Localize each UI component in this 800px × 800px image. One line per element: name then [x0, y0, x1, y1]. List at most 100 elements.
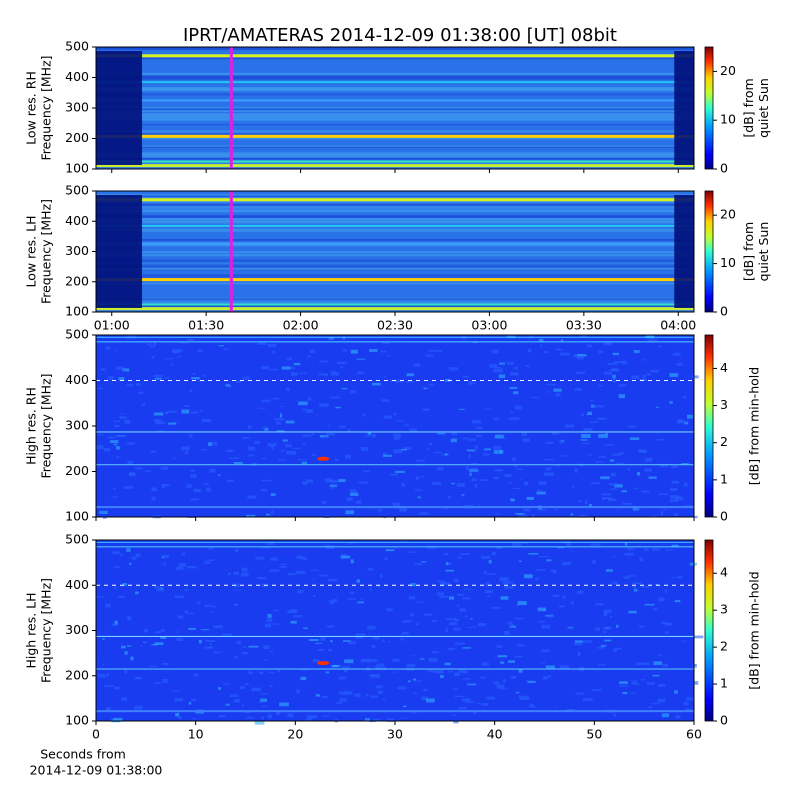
- spectrogram-texture: [574, 388, 582, 391]
- spectrogram-texture: [314, 642, 322, 644]
- spectrogram-texture: [171, 363, 174, 366]
- spectrogram-texture: [364, 718, 371, 721]
- spectrogram-texture: [344, 659, 354, 664]
- spectrogram-texture: [204, 604, 211, 607]
- spectrogram-texture: [386, 608, 393, 612]
- spectrogram-texture: [175, 631, 180, 633]
- spectrogram-texture: [540, 344, 543, 347]
- spectrogram-texture: [601, 604, 604, 606]
- spectrogram-texture: [347, 641, 356, 645]
- spectrogram-texture: [190, 718, 197, 720]
- spectrogram-texture: [413, 363, 421, 367]
- spectrogram-texture: [154, 631, 161, 634]
- spectrogram-texture: [565, 424, 575, 428]
- spectrogram-texture: [317, 648, 325, 651]
- spectrogram-texture: [113, 420, 121, 422]
- spectrogram-texture: [383, 376, 387, 378]
- spectrogram-texture: [198, 639, 202, 644]
- spectrogram-texture: [482, 453, 490, 456]
- spectrogram-texture: [639, 557, 644, 562]
- spectrogram-texture: [598, 350, 603, 354]
- spectrogram-texture: [96, 215, 694, 218]
- spectrogram-texture: [637, 471, 641, 476]
- spectrogram-texture: [610, 488, 617, 490]
- spectrogram-texture: [384, 557, 388, 560]
- spectrogram-texture: [292, 615, 303, 618]
- spectrogram-texture: [393, 433, 401, 438]
- spectrogram-texture: [413, 692, 418, 695]
- spectrogram-texture: [382, 452, 387, 457]
- spectrogram-texture: [330, 486, 335, 489]
- spectrogram-band: [96, 303, 694, 306]
- spectrogram-texture: [96, 251, 694, 254]
- spectrogram-texture: [429, 443, 432, 445]
- spectrogram-texture: [683, 395, 687, 399]
- spectrogram-texture: [105, 603, 111, 608]
- spectrogram-texture: [598, 664, 606, 666]
- spectrogram-texture: [635, 662, 646, 666]
- spectrogram-texture: [146, 343, 152, 345]
- spectrogram-texture: [266, 513, 270, 516]
- spectrogram-band: [96, 54, 694, 58]
- spectrogram-texture: [155, 421, 166, 424]
- spectrogram-texture: [521, 542, 528, 544]
- spectrogram-texture: [261, 479, 272, 482]
- spectrogram-texture: [376, 663, 385, 667]
- colorbar-tick-label: 10: [720, 255, 736, 270]
- spectrogram-texture: [461, 494, 465, 496]
- spectrogram-texture: [669, 499, 679, 502]
- spectrogram-texture: [612, 352, 620, 356]
- spectrogram-texture: [613, 483, 618, 486]
- spectrogram-texture: [423, 688, 428, 692]
- spectrogram-texture: [422, 408, 430, 411]
- spectrogram-texture: [96, 154, 694, 156]
- spectrogram-texture: [484, 590, 493, 594]
- spectrogram-texture: [151, 487, 157, 492]
- spectrogram-texture: [616, 462, 625, 464]
- spectrogram-texture: [685, 708, 693, 711]
- spectrogram-texture: [186, 612, 195, 614]
- spectrogram-texture: [319, 360, 329, 363]
- spectrogram-texture: [538, 621, 546, 623]
- spectrogram-texture: [319, 435, 329, 438]
- spectrogram-texture: [119, 413, 127, 415]
- spectrogram-texture: [96, 114, 694, 118]
- spectrogram-texture: [689, 562, 698, 566]
- spectrogram-texture: [96, 245, 694, 247]
- spectrogram-texture: [307, 715, 317, 719]
- spectrogram-texture: [367, 625, 376, 630]
- spectrogram-texture: [302, 556, 307, 560]
- spectrogram-texture: [319, 403, 329, 407]
- spectrogram-texture: [514, 617, 524, 620]
- spectrogram-texture: [370, 674, 381, 678]
- spectrogram-texture: [664, 589, 668, 593]
- spectrogram-texture: [405, 381, 414, 383]
- spectrogram-texture: [178, 563, 187, 567]
- spectrogram-texture: [96, 76, 694, 79]
- spectrogram-texture: [127, 645, 132, 647]
- spectrogram-texture: [190, 411, 199, 414]
- spectrogram-texture: [590, 543, 601, 546]
- y-tick-label: 400: [65, 577, 89, 592]
- spectrogram-texture: [160, 466, 169, 470]
- spectrogram-texture: [436, 592, 445, 596]
- spectrogram-texture: [348, 543, 354, 545]
- spectrogram-texture: [113, 717, 123, 722]
- spectrogram-texture: [229, 694, 239, 698]
- spectrogram-texture: [382, 341, 390, 344]
- spectrogram-texture: [270, 510, 274, 515]
- spectrogram-texture: [175, 566, 184, 570]
- spectrogram-texture: [276, 711, 281, 716]
- y-axis-label: High res. RH: [24, 387, 39, 465]
- spectrogram-texture: [149, 345, 156, 348]
- spectrogram-band: [96, 160, 694, 163]
- colorbar-tick-label: 3: [720, 397, 728, 412]
- spectrogram-texture: [208, 646, 213, 649]
- spectrogram-texture: [581, 442, 590, 445]
- spectrogram-texture: [462, 678, 471, 680]
- spectrogram-texture: [559, 665, 570, 670]
- spectrogram-texture: [360, 598, 364, 600]
- spectrogram-texture: [453, 720, 459, 724]
- spectrogram-texture: [130, 656, 134, 661]
- spectrogram-texture: [553, 595, 561, 597]
